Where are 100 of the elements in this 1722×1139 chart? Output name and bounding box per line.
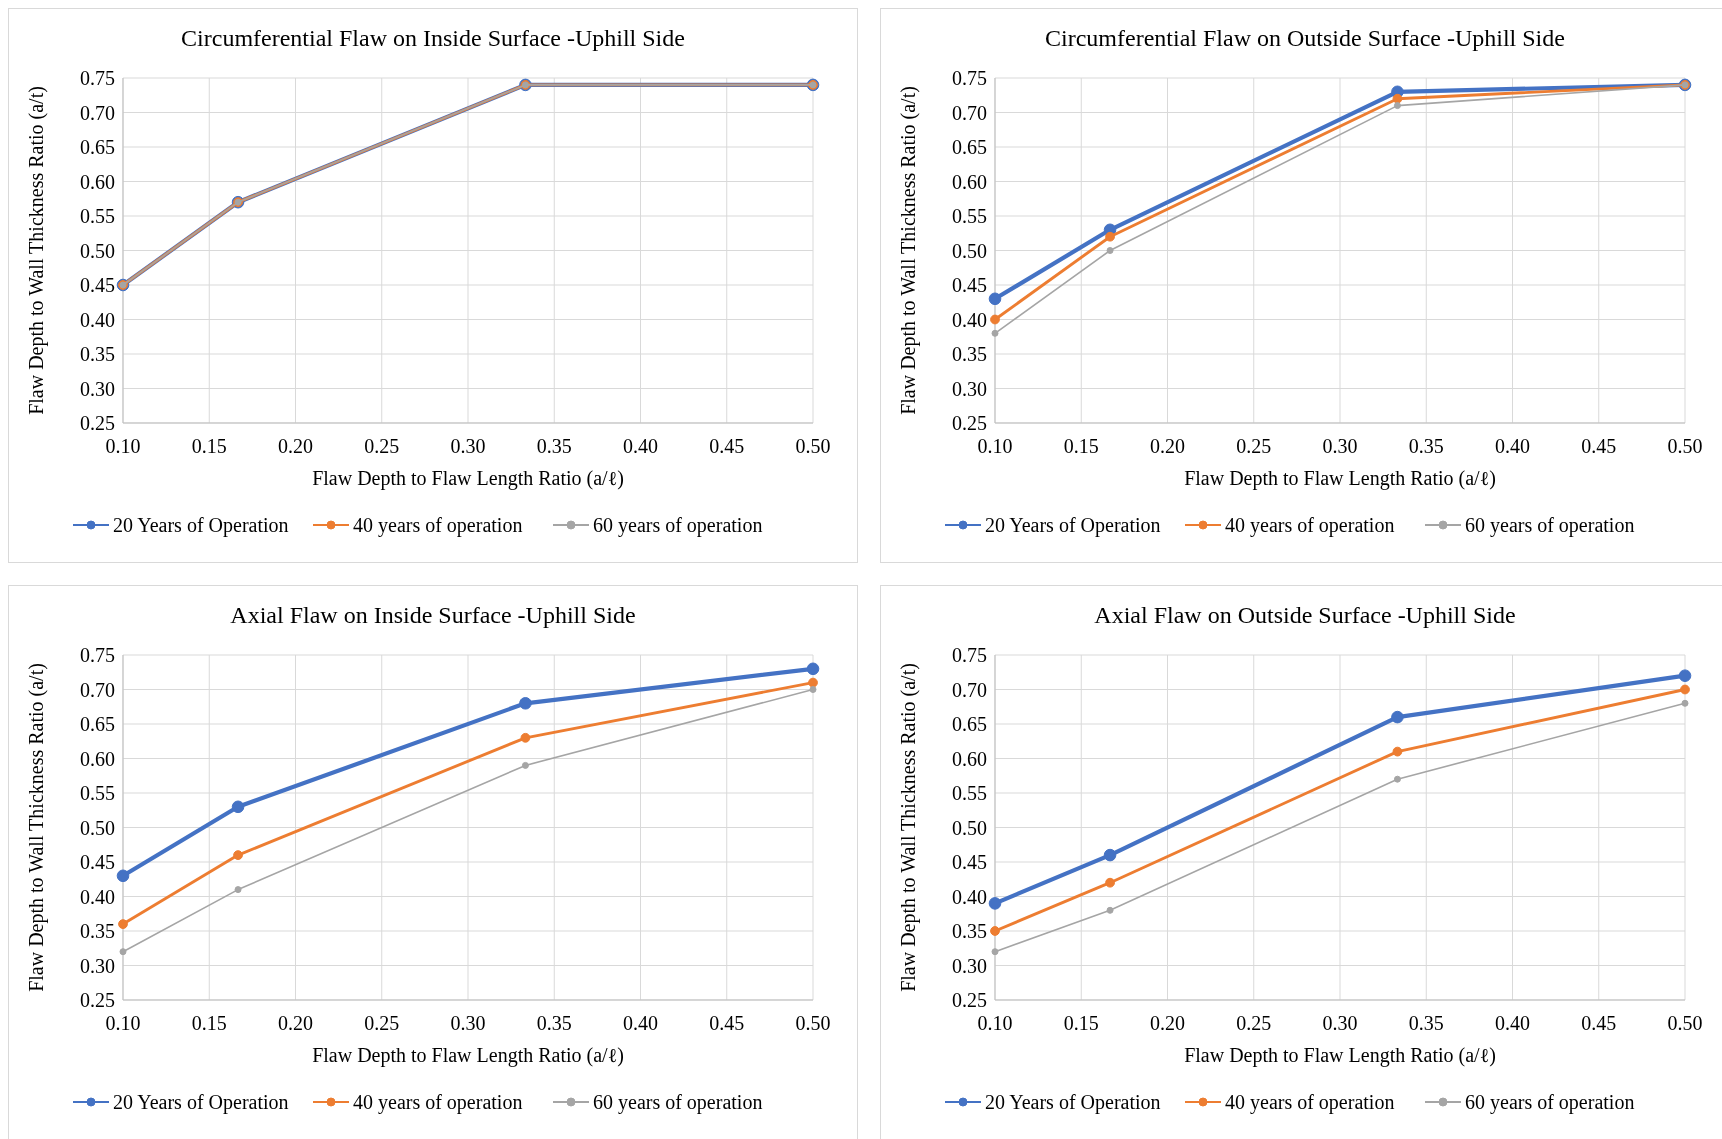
y-tick-label: 0.60	[80, 747, 115, 770]
chart-title: Circumferential Flaw on Outside Surface -Uphill Side	[1045, 25, 1565, 51]
y-tick-label: 0.75	[952, 644, 987, 666]
x-tick-label: 0.35	[1408, 1012, 1444, 1034]
y-tick-label: 0.50	[80, 816, 115, 839]
y-axis-title: Flaw Depth to Wall Thickness Ratio (a/t)	[25, 663, 48, 992]
x-axis-title: Flaw Depth to Flaw Length Ratio (a/ℓ)	[1184, 1044, 1496, 1067]
y-tick-label: 0.25	[952, 412, 987, 434]
x-tick-label: 0.40	[623, 435, 658, 457]
x-tick-label: 0.10	[977, 1012, 1013, 1034]
legend-label: 20 Years of Operation	[985, 1091, 1161, 1114]
x-axis-title: Flaw Depth to Flaw Length Ratio (a/ℓ)	[1184, 467, 1496, 490]
x-tick-label: 0.40	[623, 1012, 658, 1034]
y-tick-label: 0.60	[952, 170, 987, 193]
x-tick-label: 0.20	[1150, 435, 1185, 457]
y-tick-label: 0.60	[80, 170, 115, 193]
chart-title: Axial Flaw on Inside Surface -Uphill Side	[230, 602, 636, 628]
y-tick-label: 0.70	[80, 101, 115, 124]
y-tick-label: 0.75	[80, 67, 115, 89]
legend-label: 40 years of operation	[353, 1091, 523, 1114]
y-tick-label: 0.25	[80, 412, 115, 434]
x-tick-label: 0.45	[709, 1012, 745, 1034]
legend-label: 40 years of operation	[1225, 1091, 1395, 1114]
x-tick-label: 0.45	[1581, 1012, 1617, 1034]
y-tick-label: 0.45	[952, 274, 987, 296]
y-tick-label: 0.70	[80, 678, 115, 701]
y-tick-label: 0.45	[80, 851, 115, 873]
y-tick-label: 0.65	[952, 136, 987, 158]
x-tick-label: 0.35	[1408, 435, 1444, 457]
y-tick-label: 0.75	[80, 644, 115, 666]
legend-label: 60 years of operation	[1465, 1091, 1635, 1114]
x-tick-label: 0.50	[1667, 1012, 1703, 1034]
chart-title: Circumferential Flaw on Inside Surface -Uphill Side	[181, 25, 685, 51]
x-tick-label: 0.20	[1150, 1012, 1185, 1034]
y-tick-label: 0.30	[952, 954, 987, 977]
y-tick-label: 0.55	[952, 782, 987, 804]
legend-label: 20 Years of Operation	[113, 514, 289, 537]
y-axis-title: Flaw Depth to Wall Thickness Ratio (a/t)	[897, 86, 920, 415]
y-tick-label: 0.35	[952, 343, 987, 365]
y-tick-label: 0.45	[80, 274, 115, 296]
legend-label: 40 years of operation	[1225, 514, 1395, 537]
y-axis-title: Flaw Depth to Wall Thickness Ratio (a/t)	[25, 86, 48, 415]
x-tick-label: 0.25	[364, 435, 400, 457]
x-tick-label: 0.50	[795, 435, 831, 457]
x-tick-label: 0.10	[977, 435, 1013, 457]
legend-label: 60 years of operation	[593, 514, 763, 537]
legend-label: 20 Years of Operation	[113, 1091, 289, 1114]
x-tick-label: 0.25	[1236, 435, 1272, 457]
y-tick-label: 0.75	[952, 67, 987, 89]
y-tick-label: 0.55	[952, 205, 987, 227]
x-tick-label: 0.30	[450, 1012, 486, 1034]
y-tick-label: 0.65	[80, 136, 115, 158]
y-tick-label: 0.65	[952, 713, 987, 735]
x-tick-label: 0.30	[1322, 435, 1358, 457]
y-tick-label: 0.30	[952, 377, 987, 400]
y-tick-label: 0.40	[80, 308, 115, 331]
y-tick-label: 0.25	[952, 989, 987, 1011]
x-tick-label: 0.15	[191, 1012, 227, 1034]
x-axis-title: Flaw Depth to Flaw Length Ratio (a/ℓ)	[312, 467, 624, 490]
y-tick-label: 0.70	[952, 101, 987, 124]
y-tick-label: 0.55	[80, 205, 115, 227]
x-tick-label: 0.20	[278, 435, 313, 457]
y-tick-label: 0.40	[952, 885, 987, 908]
x-tick-label: 0.40	[1495, 1012, 1530, 1034]
y-tick-label: 0.45	[952, 851, 987, 873]
x-tick-label: 0.50	[795, 1012, 831, 1034]
y-axis-title: Flaw Depth to Wall Thickness Ratio (a/t)	[897, 663, 920, 992]
legend-label: 60 years of operation	[1465, 514, 1635, 537]
x-tick-label: 0.35	[536, 1012, 572, 1034]
x-tick-label: 0.50	[1667, 435, 1703, 457]
y-tick-label: 0.25	[80, 989, 115, 1011]
x-tick-label: 0.45	[1581, 435, 1617, 457]
y-tick-label: 0.30	[80, 954, 115, 977]
x-tick-label: 0.15	[1063, 1012, 1099, 1034]
y-tick-label: 0.50	[952, 816, 987, 839]
x-tick-label: 0.45	[709, 435, 745, 457]
x-tick-label: 0.20	[278, 1012, 313, 1034]
y-tick-label: 0.30	[80, 377, 115, 400]
legend-label: 20 Years of Operation	[985, 514, 1161, 537]
y-tick-label: 0.40	[952, 308, 987, 331]
x-tick-label: 0.25	[364, 1012, 400, 1034]
y-tick-label: 0.60	[952, 747, 987, 770]
y-tick-label: 0.40	[80, 885, 115, 908]
x-tick-label: 0.15	[191, 435, 227, 457]
y-tick-label: 0.55	[80, 782, 115, 804]
x-tick-label: 0.30	[1322, 1012, 1358, 1034]
x-tick-label: 0.40	[1495, 435, 1530, 457]
x-tick-label: 0.10	[105, 435, 141, 457]
chart-title: Axial Flaw on Outside Surface -Uphill Side	[1094, 602, 1516, 628]
y-tick-label: 0.50	[80, 239, 115, 262]
y-tick-label: 0.35	[952, 920, 987, 942]
y-tick-label: 0.35	[80, 920, 115, 942]
x-tick-label: 0.25	[1236, 1012, 1272, 1034]
x-tick-label: 0.10	[105, 1012, 141, 1034]
legend-label: 60 years of operation	[593, 1091, 763, 1114]
x-tick-label: 0.30	[450, 435, 486, 457]
x-axis-title: Flaw Depth to Flaw Length Ratio (a/ℓ)	[312, 1044, 624, 1067]
y-tick-label: 0.35	[80, 343, 115, 365]
x-tick-label: 0.15	[1063, 435, 1099, 457]
legend-label: 40 years of operation	[353, 514, 523, 537]
